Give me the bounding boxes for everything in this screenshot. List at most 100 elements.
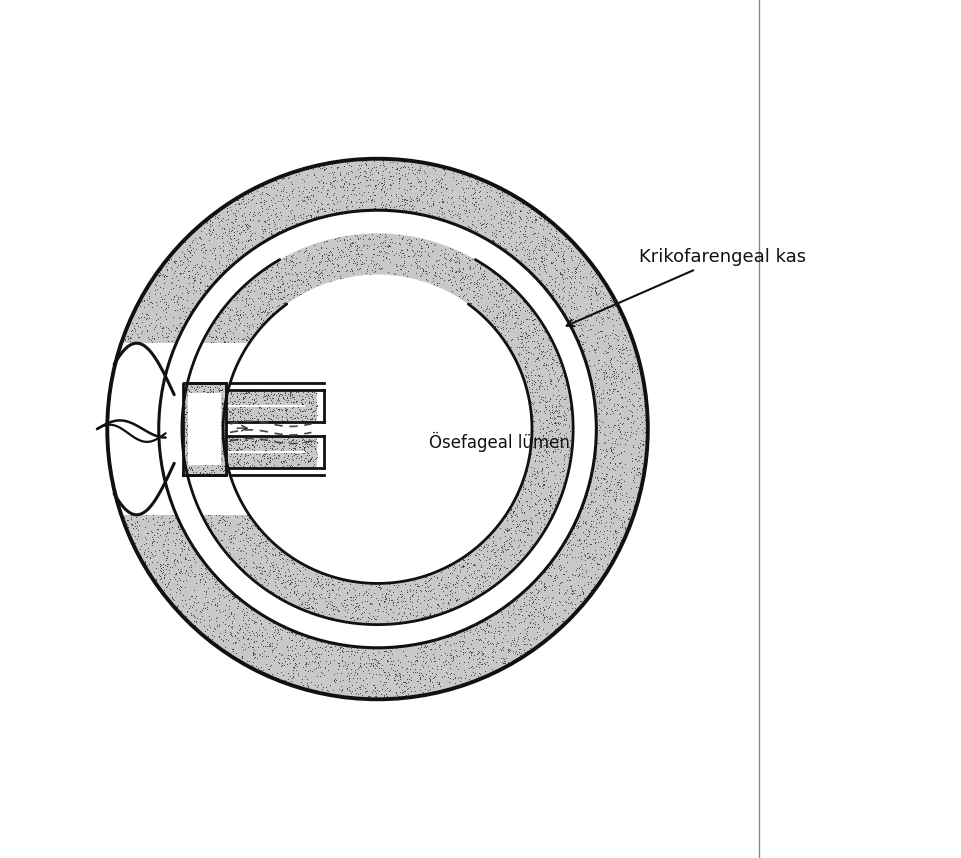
Point [407,249,422,263]
Point [476,636,491,650]
Point [525,329,540,342]
Point [251,440,266,454]
Point [423,672,438,686]
Point [263,270,279,284]
Point [209,385,224,399]
Point [187,401,203,414]
Point [517,595,532,609]
Point [504,196,519,209]
Point [182,409,197,423]
Point [239,221,255,234]
Point [455,271,470,285]
Point [271,386,286,400]
Point [377,600,392,613]
Point [211,430,227,444]
Point [455,168,470,182]
Point [318,242,333,256]
Point [515,227,530,241]
Point [195,443,210,456]
Point [188,468,204,482]
Point [194,396,209,409]
Point [583,517,599,530]
Point [212,632,228,646]
Point [530,373,546,387]
Point [262,444,278,457]
Point [505,506,521,520]
Point [582,293,598,306]
Point [247,453,262,467]
Point [213,404,229,418]
Point [226,590,241,604]
Point [224,224,239,238]
Point [232,227,247,241]
Point [119,392,135,406]
Point [471,299,486,312]
Point [449,592,464,606]
Point [587,577,603,590]
Point [237,407,253,420]
Point [124,441,139,455]
Point [283,415,298,429]
Point [403,680,418,693]
Point [291,274,307,287]
Point [516,525,531,539]
Point [234,500,250,514]
Point [584,281,600,294]
Point [164,559,180,573]
Point [162,583,178,596]
Point [233,317,248,330]
Point [207,435,222,449]
Point [573,252,588,266]
Point [485,608,501,622]
Point [132,474,147,488]
Point [547,444,562,458]
Point [524,305,539,319]
Point [113,405,129,419]
Point [198,348,213,362]
Point [363,590,379,604]
Point [551,373,566,387]
Point [314,577,330,591]
Point [186,462,202,475]
Point [507,651,523,665]
Point [272,403,287,417]
Point [435,194,451,208]
Point [392,174,407,188]
Point [367,202,382,215]
Point [130,317,145,330]
Point [236,551,252,565]
Point [393,263,408,276]
Point [511,221,527,234]
Point [562,579,578,593]
Point [617,520,632,534]
Point [520,298,535,311]
Point [328,205,343,219]
Point [290,180,306,194]
Point [554,268,570,281]
Point [372,227,387,241]
Point [296,444,311,458]
Point [219,415,234,429]
Point [202,409,217,423]
Point [105,437,120,450]
Point [557,615,573,629]
Point [604,360,620,374]
Point [104,460,119,474]
Point [381,246,396,260]
Point [199,432,214,445]
Point [100,403,115,417]
Point [538,390,554,404]
Point [267,196,283,210]
Point [302,412,317,426]
Point [605,442,621,456]
Point [159,552,174,565]
Point [556,284,572,298]
Point [224,389,239,402]
Point [375,590,390,604]
Point [211,384,227,397]
Point [188,441,204,455]
Point [178,377,193,390]
Point [590,353,605,367]
Point [585,495,601,509]
Point [558,377,574,390]
